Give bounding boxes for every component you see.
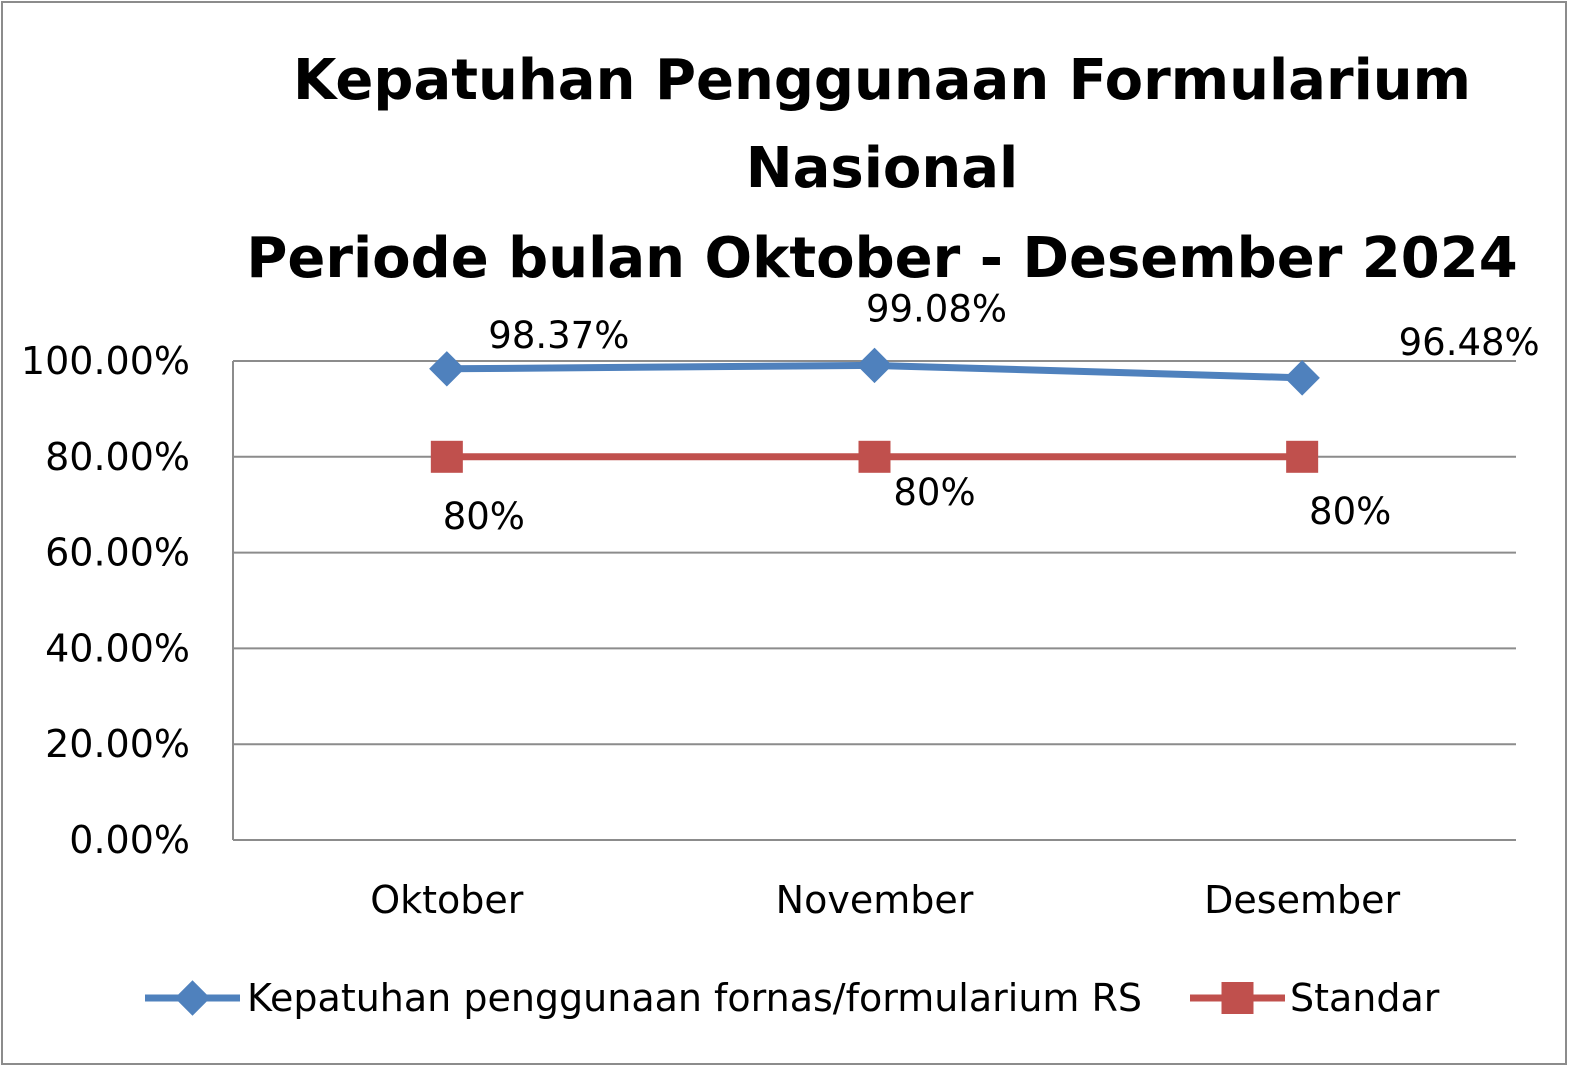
- x-tick-label: Oktober: [370, 878, 524, 922]
- series-2-point: [430, 440, 463, 473]
- x-tick-label: Desember: [1204, 878, 1400, 922]
- data-label: 80%: [443, 495, 525, 538]
- y-tick-label: 40.00%: [45, 626, 190, 670]
- series-2-point: [1286, 440, 1319, 473]
- axes: [232, 361, 1516, 841]
- data-label: 80%: [893, 471, 975, 514]
- data-label: 98.37%: [488, 314, 629, 357]
- data-labels: 98.37% 99.08% 96.48% 80% 80% 80%: [443, 287, 1540, 537]
- gridlines: [233, 360, 1516, 746]
- legend-item-2: Standar: [1190, 976, 1440, 1020]
- chart-title-line-1: Kepatuhan Penggunaan Formularium: [293, 48, 1471, 113]
- legend-label: Standar: [1290, 976, 1440, 1020]
- data-label: 99.08%: [866, 287, 1007, 330]
- y-tick-label: 0.00%: [69, 818, 190, 862]
- y-tick-label: 80.00%: [45, 435, 190, 479]
- series-layer: [429, 347, 1320, 473]
- series-2-point: [858, 440, 891, 473]
- data-label: 80%: [1309, 490, 1391, 533]
- series-1-point: [1284, 360, 1320, 396]
- chart-title: Kepatuhan Penggunaan Formularium Nasiona…: [246, 48, 1517, 291]
- series-1-point: [856, 347, 893, 384]
- series-1-point: [429, 351, 465, 387]
- chart-title-line-2: Nasional: [746, 136, 1019, 201]
- chart-title-line-3: Periode bulan Oktober - Desember 2024: [246, 226, 1517, 291]
- legend-marker: [1221, 982, 1254, 1014]
- legend: Kepatuhan penggunaan fornas/formularium …: [145, 976, 1440, 1020]
- y-axis-tick-labels: 0.00% 20.00% 40.00% 60.00% 80.00% 100.00%: [21, 339, 190, 862]
- legend-item-1: Kepatuhan penggunaan fornas/formularium …: [145, 976, 1142, 1020]
- data-label: 96.48%: [1399, 321, 1540, 364]
- legend-marker: [174, 980, 211, 1016]
- x-tick-label: November: [776, 878, 974, 922]
- legend-label: Kepatuhan penggunaan fornas/formularium …: [247, 976, 1142, 1020]
- y-tick-label: 20.00%: [45, 722, 190, 766]
- y-tick-label: 100.00%: [21, 339, 190, 383]
- y-tick-label: 60.00%: [45, 531, 190, 575]
- x-axis-tick-labels: Oktober November Desember: [370, 878, 1400, 922]
